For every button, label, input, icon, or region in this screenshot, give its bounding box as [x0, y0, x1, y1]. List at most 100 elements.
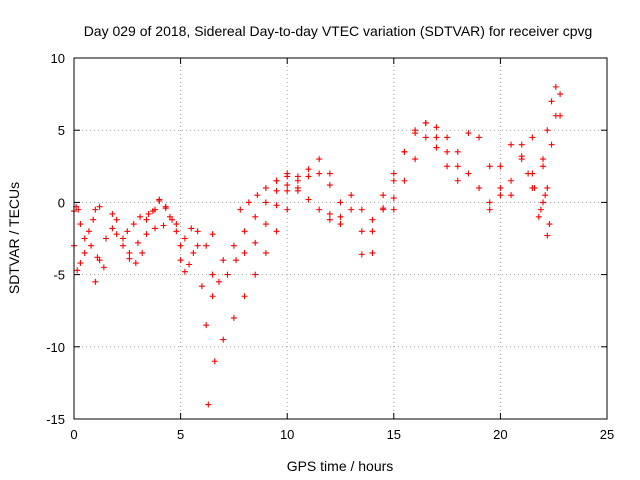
- x-tick-label: 20: [493, 427, 507, 442]
- y-tick-label: 5: [58, 123, 65, 138]
- series-track: [326, 195, 397, 235]
- data-point: [369, 249, 376, 256]
- series-track: [145, 196, 180, 228]
- data-point: [546, 221, 553, 228]
- x-tick-label: 0: [70, 427, 77, 442]
- data-point: [552, 83, 559, 90]
- data-point: [262, 199, 269, 206]
- data-point: [390, 195, 397, 202]
- data-point: [284, 187, 291, 194]
- data-point: [557, 91, 564, 98]
- data-point: [102, 235, 109, 242]
- data-point: [358, 228, 365, 235]
- data-point: [518, 141, 525, 148]
- series-track: [109, 210, 167, 256]
- data-point: [540, 163, 547, 170]
- data-point: [508, 192, 515, 199]
- data-point: [209, 271, 216, 278]
- data-point: [497, 184, 504, 191]
- data-point: [326, 182, 333, 189]
- y-axis-label: SDTVAR / TECUs: [6, 182, 22, 294]
- data-point: [548, 141, 555, 148]
- series-track: [284, 170, 376, 256]
- data-point: [273, 228, 280, 235]
- y-tick-label: 10: [51, 51, 65, 66]
- data-point: [548, 98, 555, 105]
- x-tick-label: 15: [387, 427, 401, 442]
- data-point: [390, 170, 397, 177]
- data-point: [326, 216, 333, 223]
- series-track: [273, 177, 344, 223]
- data-point: [139, 249, 146, 256]
- data-point: [390, 177, 397, 184]
- data-point: [542, 192, 549, 199]
- data-point: [134, 239, 141, 246]
- series-track: [433, 130, 515, 199]
- data-point: [316, 206, 323, 213]
- data-point: [132, 260, 139, 267]
- data-point: [390, 206, 397, 213]
- data-point: [252, 239, 259, 246]
- data-point: [305, 166, 312, 173]
- data-point: [237, 206, 244, 213]
- data-point: [181, 268, 188, 275]
- data-point: [75, 206, 82, 213]
- data-point: [497, 163, 504, 170]
- x-tick-label: 5: [177, 427, 184, 442]
- data-point: [337, 221, 344, 228]
- data-point: [508, 141, 515, 148]
- data-point: [337, 213, 344, 220]
- series-track: [205, 206, 291, 408]
- data-point: [444, 163, 451, 170]
- data-point: [120, 242, 127, 249]
- data-point: [209, 293, 216, 300]
- series-track: [177, 242, 201, 275]
- data-point: [401, 148, 408, 155]
- data-point: [284, 182, 291, 189]
- data-point: [194, 228, 201, 235]
- series-track: [390, 134, 461, 213]
- data-point: [137, 213, 144, 220]
- data-point: [162, 203, 169, 210]
- chart-title: Day 029 of 2018, Sidereal Day-to-day VTE…: [84, 23, 593, 39]
- y-tick-label: -10: [46, 340, 65, 355]
- data-point: [380, 206, 387, 213]
- data-point: [88, 242, 95, 249]
- data-point: [220, 257, 227, 264]
- data-point: [273, 187, 280, 194]
- data-point: [305, 196, 312, 203]
- data-point: [422, 134, 429, 141]
- series-track: [71, 242, 107, 274]
- data-point: [252, 271, 259, 278]
- data-point: [120, 235, 127, 242]
- data-point: [544, 127, 551, 134]
- data-point: [230, 314, 237, 321]
- data-point: [203, 242, 210, 249]
- data-point: [262, 249, 269, 256]
- data-point: [486, 199, 493, 206]
- data-point: [130, 221, 137, 228]
- data-point: [186, 261, 193, 268]
- data-point: [454, 177, 461, 184]
- data-point: [126, 249, 133, 256]
- data-point: [433, 144, 440, 151]
- data-point: [143, 231, 150, 238]
- data-point: [81, 235, 88, 242]
- data-point: [497, 192, 504, 199]
- data-point: [284, 206, 291, 213]
- series-track: [544, 91, 564, 191]
- data-point: [113, 231, 120, 238]
- series-track: [486, 134, 547, 213]
- data-point: [433, 124, 440, 131]
- data-point: [544, 184, 551, 191]
- data-point: [486, 163, 493, 170]
- data-point: [198, 283, 205, 290]
- data-point: [537, 206, 544, 213]
- grid: [74, 58, 607, 419]
- data-point: [305, 173, 312, 180]
- data-point: [233, 257, 240, 264]
- y-tick-label: 0: [58, 195, 65, 210]
- data-point: [476, 134, 483, 141]
- data-point: [90, 216, 97, 223]
